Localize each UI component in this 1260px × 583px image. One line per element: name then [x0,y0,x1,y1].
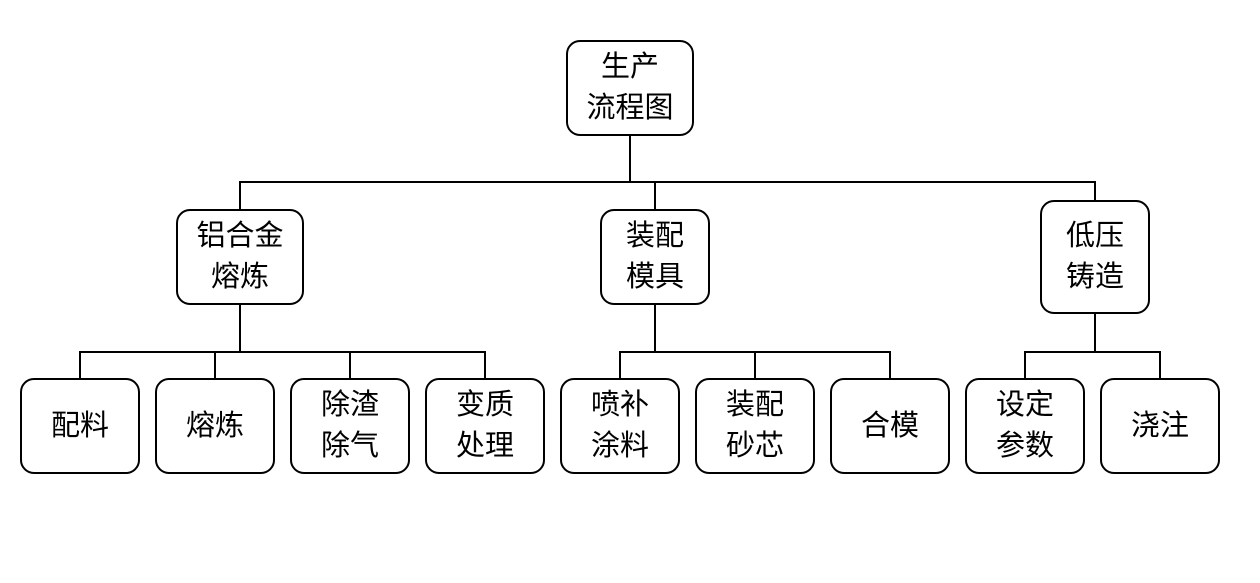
node-branch-mold: 装配 模具 [600,209,710,305]
node-label: 合模 [861,406,919,447]
node-label: 设定 参数 [996,385,1054,466]
node-leaf-sandcore: 装配 砂芯 [695,378,815,474]
node-leaf-close: 合模 [830,378,950,474]
node-root: 生产 流程图 [566,40,694,136]
diagram-canvas: 生产 流程图 铝合金 熔炼 装配 模具 低压 铸造 配料 熔炼 除渣 除气 变质… [0,0,1260,583]
node-branch-casting: 低压 铸造 [1040,200,1150,314]
node-label: 铝合金 熔炼 [196,216,283,297]
node-label: 熔炼 [186,406,244,447]
node-branch-smelting: 铝合金 熔炼 [176,209,304,305]
node-label: 浇注 [1131,406,1189,447]
node-leaf-deslag: 除渣 除气 [290,378,410,474]
node-leaf-batching: 配料 [20,378,140,474]
node-label: 配料 [51,406,109,447]
node-leaf-pour: 浇注 [1100,378,1220,474]
node-label: 低压 铸造 [1066,216,1124,297]
node-leaf-modify: 变质 处理 [425,378,545,474]
node-label: 喷补 涂料 [591,385,649,466]
node-label: 装配 砂芯 [726,385,784,466]
node-leaf-spray: 喷补 涂料 [560,378,680,474]
node-label: 除渣 除气 [321,385,379,466]
node-label: 生产 流程图 [586,47,673,128]
node-label: 装配 模具 [626,216,684,297]
node-leaf-smelting: 熔炼 [155,378,275,474]
node-leaf-params: 设定 参数 [965,378,1085,474]
node-label: 变质 处理 [456,385,514,466]
